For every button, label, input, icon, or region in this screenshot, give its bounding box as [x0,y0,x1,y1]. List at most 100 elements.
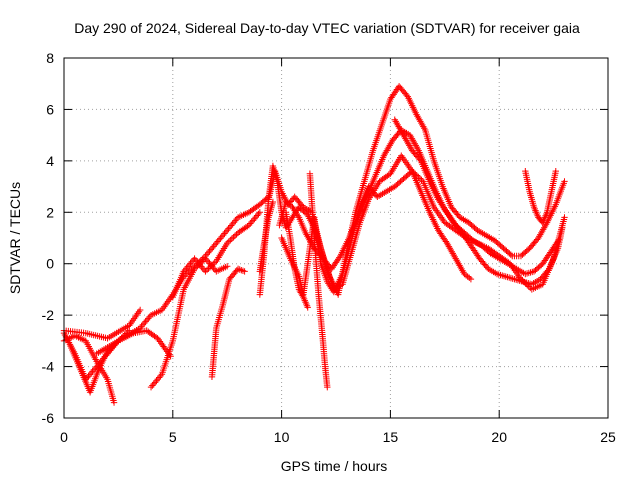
data-point [252,213,259,221]
data-point [439,202,446,210]
data-point [149,382,156,389]
x-tick-label: 15 [383,429,399,445]
y-tick-labels: -6 -4 -2 0 2 4 6 8 [42,50,55,426]
plot-frame [63,57,609,419]
x-tick-label: 10 [274,429,290,445]
data-point [224,263,231,270]
data-point [156,374,163,381]
data-point [443,209,451,216]
data-point [181,266,189,274]
data-point [211,241,219,248]
data-point [187,260,194,267]
data-point [192,256,200,264]
series-track-4 [67,327,174,396]
data-point [543,254,551,261]
data-point [329,264,336,271]
data-point [230,234,237,241]
y-tick-label: -6 [42,410,55,426]
data-point [241,268,248,275]
data-point [147,383,155,391]
data-point [324,383,331,391]
data-point [143,316,151,324]
data-point [544,267,552,274]
data-point [437,199,444,206]
chart-title: Day 290 of 2024, Sidereal Day-to-day VTE… [74,20,580,36]
data-point [437,230,444,237]
data-point [552,241,559,248]
data-point [145,315,152,322]
data-point [269,198,277,206]
data-point [556,234,564,242]
data-point [286,201,293,208]
data-point [472,248,479,256]
data-point [390,91,397,98]
data-point [236,266,243,273]
data-point [207,246,215,253]
series-track-15 [391,116,564,278]
data-point [469,245,477,253]
data-point [450,218,457,226]
data-point [203,256,210,264]
data-point [464,273,471,280]
data-point [92,364,99,372]
data-point [549,246,556,253]
data-point [552,167,559,175]
y-axis-label: SDTVAR / TECUs [7,182,23,294]
data-point [180,268,187,275]
data-point [539,260,546,267]
data-point [138,323,145,330]
data-point [444,210,452,218]
data-point [440,204,447,211]
data-point [561,178,568,185]
data-point [205,265,212,272]
data-point [153,377,160,384]
data-point [142,318,149,325]
data-point [214,238,221,245]
data-point [85,373,92,380]
data-point [209,244,216,252]
data-point [251,215,258,222]
data-point [157,372,164,380]
data-point [435,227,442,234]
data-point [203,251,210,258]
data-point [210,260,217,268]
data-point [211,259,218,266]
data-point [304,304,311,311]
data-point [542,255,550,263]
data-point [554,238,562,245]
y-tick-label: -4 [42,359,55,375]
series-track-7 [169,209,264,301]
data-point [442,207,450,214]
x-tick-label: 5 [169,429,177,445]
data-point [141,319,148,327]
data-point [151,379,159,386]
data-point [188,258,196,265]
data-point [232,217,239,224]
series-track-8 [208,265,248,381]
data-point [470,247,478,254]
x-tick-label: 25 [600,429,616,445]
y-tick-label: 6 [46,101,54,117]
series-track-17 [256,198,277,275]
data-point [203,266,211,274]
data-point [227,237,234,244]
data-point [215,236,223,244]
data-point [442,238,450,245]
y-tick-label: -2 [42,307,55,323]
data-point [86,371,94,378]
data-point [88,369,95,377]
data-point [299,292,306,299]
data-point [244,223,251,230]
data-point [202,255,209,262]
data-point [331,260,339,268]
data-point [559,224,566,231]
x-tick-labels: 0 5 10 15 20 25 [60,429,616,445]
series-track-16 [522,167,559,226]
data-point [547,249,554,256]
data-point [245,221,253,229]
data-point [228,222,235,229]
data-point [555,236,563,243]
data-point [150,380,157,388]
data-point [448,215,455,222]
